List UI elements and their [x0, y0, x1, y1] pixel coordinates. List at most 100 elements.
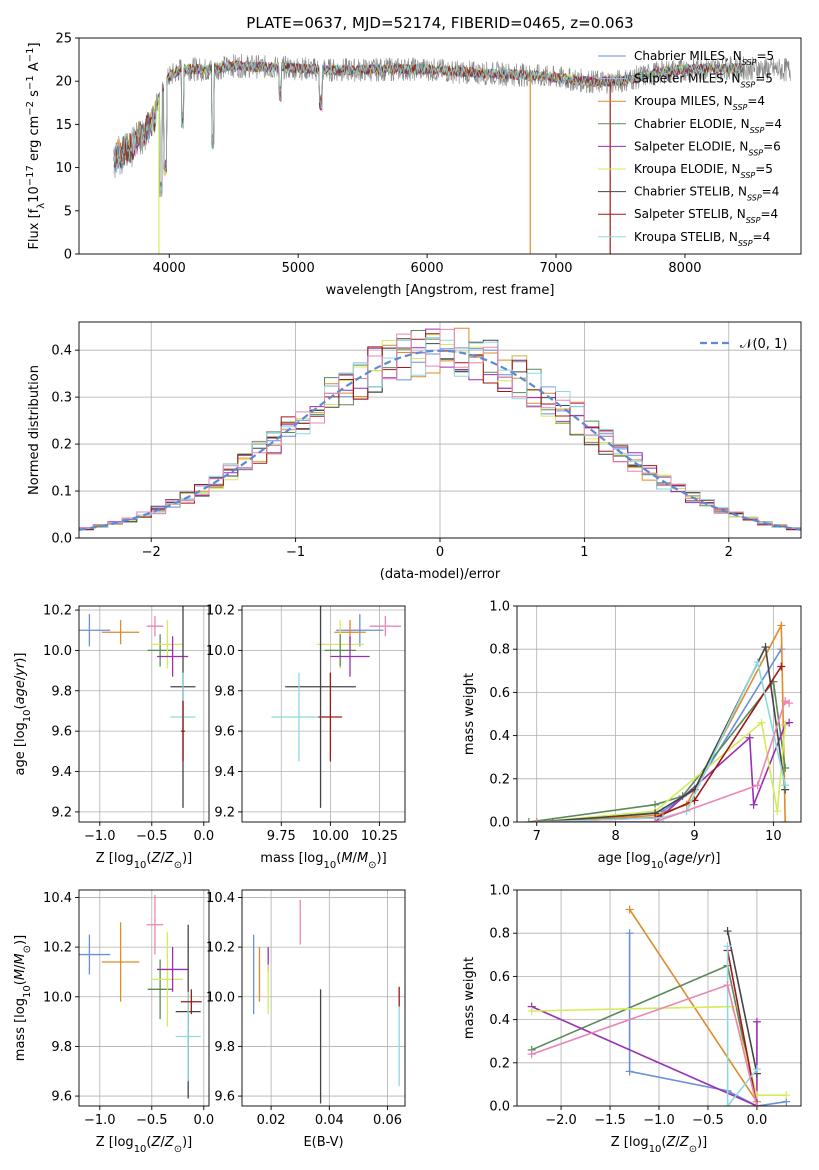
legend-label: Kroupa MILES, NSSP=4 — [634, 94, 765, 112]
y-tick-label: 9.8 — [51, 684, 72, 699]
y-tick-label: 0.4 — [489, 729, 510, 744]
panel-residuals: −2 −1 0 1 2 0.0 0.1 0.2 0.3 0.4 (data-model)/error… — [27, 321, 802, 582]
mass-weight-line — [531, 1005, 787, 1096]
mass-weight-marker — [752, 1017, 761, 1026]
x-axis-label: mass [log10(M/M⊙)] — [260, 851, 386, 871]
y-tick-label: 10.2 — [43, 604, 72, 619]
mass-weight-marker — [723, 942, 732, 951]
x-axis-label: Z [log10(Z/Z⊙)] — [96, 1135, 193, 1155]
legend: Chabrier MILES, NSSP=5 Salpeter MILES, NS… — [598, 49, 782, 247]
y-tick-label: 10.0 — [43, 644, 72, 659]
x-tick-label: 8000 — [668, 261, 701, 276]
error-bar-point — [330, 636, 370, 677]
error-bar-point — [79, 614, 111, 647]
x-tick-label: 10.00 — [312, 829, 349, 844]
mass-weight-marker — [781, 818, 790, 822]
x-tick-label: −1.5 — [594, 1113, 626, 1128]
legend-label: Chabrier ELODIE, NSSP=4 — [634, 117, 782, 135]
mass-weight-marker — [753, 658, 762, 667]
plot-area — [79, 894, 202, 1099]
mass-weight-marker — [752, 1102, 761, 1106]
mass-weight-line — [726, 950, 758, 1106]
y-tick-label: 10.0 — [43, 990, 72, 1005]
y-tick-label: 10.2 — [43, 941, 72, 956]
x-tick-label: 0.04 — [315, 1113, 344, 1128]
x-tick-label: 10 — [765, 829, 782, 844]
x-tick-label: 0.0 — [193, 829, 214, 844]
y-tick-label: 10.4 — [206, 891, 235, 906]
error-bar-point — [175, 991, 201, 1082]
legend-label: Salpeter ELODIE, NSSP=6 — [634, 139, 781, 157]
mass-weight-marker — [723, 1102, 732, 1106]
y-tick-label: 9.6 — [51, 1090, 72, 1105]
x-tick-label: 4000 — [153, 261, 186, 276]
error-bar-point — [79, 934, 111, 975]
figure-title: PLATE=0637, MJD=52174, FIBERID=0465, z=0… — [246, 14, 633, 32]
error-bar-point — [146, 894, 164, 955]
mass-weight-line — [528, 679, 786, 822]
x-tick-label: 0 — [436, 545, 444, 560]
legend-label: Salpeter STELIB, NSSP=4 — [634, 207, 778, 225]
x-tick-label: 9.75 — [267, 829, 296, 844]
mass-weight-line — [536, 622, 786, 822]
legend-label: Kroupa STELIB, NSSP=4 — [634, 230, 770, 248]
error-bar-point — [146, 616, 164, 637]
error-bar-point — [180, 700, 186, 762]
x-axis-label: Z [log10(Z/Z⊙)] — [611, 1135, 708, 1155]
y-tick-label: 25 — [55, 32, 72, 47]
x-axis-label: Z [log10(Z/Z⊙)] — [96, 851, 193, 871]
error-bar-point — [101, 620, 140, 645]
y-tick-label: 9.6 — [51, 725, 72, 740]
y-tick-label: 9.4 — [214, 765, 235, 780]
y-tick-label: 0.6 — [489, 970, 510, 985]
x-tick-label: 0.06 — [373, 1113, 402, 1128]
y-tick-label: 0.1 — [51, 485, 72, 500]
normal-curve — [79, 349, 801, 531]
mass-weight-marker — [785, 699, 794, 708]
mass-weight-marker — [745, 733, 754, 742]
error-bar-point — [101, 922, 140, 1002]
legend-label: Salpeter MILES, NSSP=5 — [634, 72, 773, 90]
error-bar-point — [271, 672, 327, 762]
legend-label: Kroupa ELODIE, NSSP=5 — [634, 162, 773, 180]
y-tick-label: 0.0 — [489, 816, 510, 831]
mass-weight-line — [726, 946, 758, 1106]
mass-weight-marker — [777, 662, 786, 671]
mass-weight-marker — [761, 643, 770, 652]
error-bar-point — [151, 932, 183, 1027]
x-tick-label: −1.0 — [84, 1113, 116, 1128]
y-tick-label: 9.4 — [51, 765, 72, 780]
axes-frame — [78, 889, 210, 1107]
x-tick-label: −2.0 — [545, 1113, 577, 1128]
mass-weight-marker — [781, 781, 790, 790]
x-tick-label: 9 — [690, 829, 698, 844]
x-tick-label: 8 — [611, 829, 619, 844]
legend-label: Chabrier MILES, NSSP=5 — [634, 49, 774, 67]
mass-weight-marker — [749, 800, 758, 809]
panel-mass-vs-metallicity: −1.0 −0.5 0.0 9.6 9.8 10.0 10.2 10.4 Z [log10(Z/… — [13, 889, 214, 1155]
y-tick-label: 10 — [55, 161, 72, 176]
mass-weight-marker — [527, 1050, 536, 1059]
mass-weight-marker — [723, 927, 732, 936]
x-tick-label: −0.5 — [136, 829, 168, 844]
y-tick-label: 10.0 — [206, 644, 235, 659]
y-tick-label: 0.8 — [489, 927, 510, 942]
y-tick-label: 5 — [64, 204, 72, 219]
y-tick-label: 0.3 — [51, 391, 72, 406]
y-axis-label: age [log10(age/yr)] — [13, 653, 33, 776]
plot-area — [79, 327, 801, 531]
y-tick-label: 9.6 — [214, 725, 235, 740]
mass-weight-marker — [651, 818, 660, 822]
error-bar-point — [285, 606, 356, 808]
error-bar-point — [318, 672, 343, 762]
y-tick-label: 10.2 — [206, 941, 235, 956]
spectrum-data-line — [113, 53, 791, 197]
x-tick-label: −1 — [286, 545, 305, 560]
y-axis-label: mass weight — [462, 673, 477, 755]
y-tick-label: 0.0 — [489, 1100, 510, 1115]
y-tick-label: 20 — [55, 75, 72, 90]
axes-frame — [516, 605, 802, 823]
panels: 4000 5000 6000 7000 80000510152025wavelength… — [13, 32, 802, 1155]
y-tick-label: 0.2 — [51, 438, 72, 453]
x-tick-label: 5000 — [282, 261, 315, 276]
